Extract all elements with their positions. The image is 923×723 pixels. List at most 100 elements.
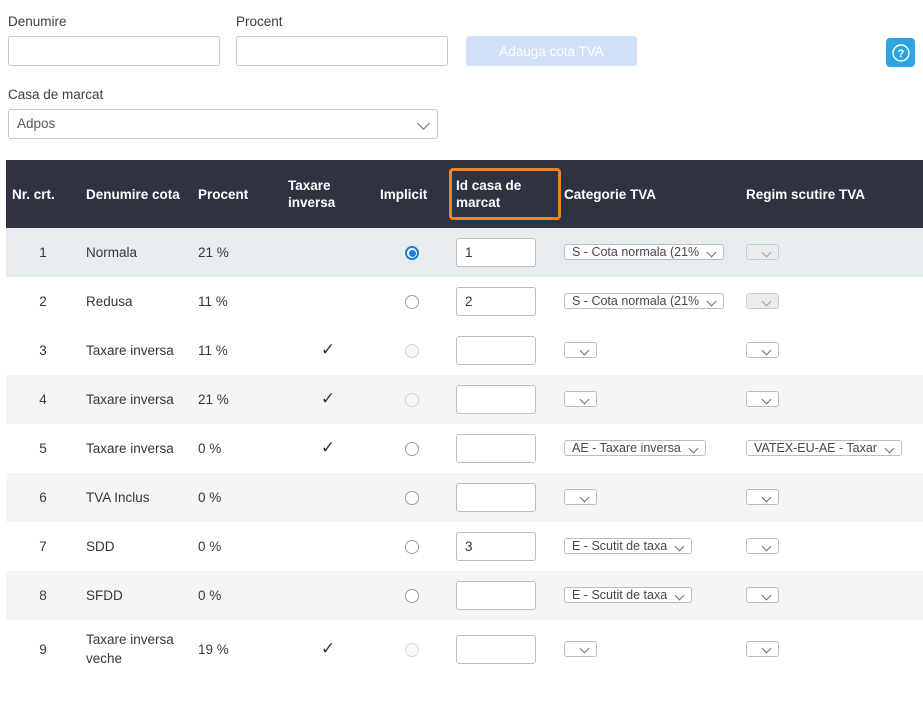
categorie-tva-select-value: [564, 640, 597, 657]
checkmark-icon: ✓: [320, 389, 336, 408]
header-id-casa-de-marcat: Id casa de marcat: [449, 160, 561, 228]
header-denumire-cota: Denumire cota: [80, 160, 192, 228]
cell-id-casa-de-marcat: [450, 571, 558, 620]
cell-nr-crt: 2: [6, 277, 80, 326]
denumire-input[interactable]: [8, 36, 220, 66]
implicit-radio[interactable]: [405, 442, 419, 457]
cell-procent: 21 %: [192, 375, 282, 424]
implicit-radio[interactable]: [405, 589, 419, 604]
cell-procent: 11 %: [192, 326, 282, 375]
add-tva-rate-button[interactable]: Adauga cota TVA: [466, 36, 637, 66]
implicit-radio[interactable]: [405, 246, 419, 261]
regim-scutire-tva-select[interactable]: [746, 582, 779, 609]
cell-taxare-inversa: [282, 473, 374, 522]
implicit-radio[interactable]: [405, 491, 419, 506]
cell-id-casa-de-marcat: [450, 473, 558, 522]
cell-denumire-cota: SDD: [80, 522, 192, 571]
procent-field-group: Procent: [236, 14, 448, 66]
casa-de-marcat-group: Casa de marcat Adpos: [0, 87, 438, 139]
categorie-tva-select[interactable]: S - Cota normala (21%: [564, 288, 725, 315]
cell-denumire-cota: Taxare inversa: [80, 424, 192, 473]
cell-taxare-inversa: ✓: [282, 375, 374, 424]
cell-nr-crt: 7: [6, 522, 80, 571]
header-implicit: Implicit: [374, 160, 450, 228]
cell-taxare-inversa: [282, 277, 374, 326]
cell-procent: 0 %: [192, 571, 282, 620]
id-casa-de-marcat-input[interactable]: [456, 483, 536, 512]
regim-scutire-tva-select[interactable]: [746, 636, 779, 663]
categorie-tva-select[interactable]: S - Cota normala (21%: [564, 239, 725, 266]
categorie-tva-select-value: E - Scutit de taxa: [564, 538, 693, 554]
id-casa-de-marcat-input[interactable]: [456, 238, 536, 267]
regim-scutire-tva-select[interactable]: [746, 533, 779, 560]
categorie-tva-select[interactable]: [564, 636, 597, 663]
id-casa-de-marcat-input[interactable]: [456, 336, 536, 365]
cell-regim-scutire-tva: [740, 473, 923, 522]
cell-categorie-tva: [558, 375, 740, 424]
id-casa-de-marcat-input[interactable]: [456, 581, 536, 610]
header-categorie-tva: Categorie TVA: [558, 160, 740, 228]
regim-scutire-tva-select[interactable]: [746, 484, 779, 511]
regim-scutire-tva-select-value: [746, 342, 779, 358]
help-icon: ?: [891, 43, 910, 62]
cell-id-casa-de-marcat: [450, 424, 558, 473]
categorie-tva-select[interactable]: [564, 386, 597, 413]
cell-regim-scutire-tva: [740, 522, 923, 571]
cell-implicit: [374, 375, 450, 424]
id-casa-de-marcat-input[interactable]: [456, 434, 536, 463]
categorie-tva-select[interactable]: E - Scutit de taxa: [564, 582, 693, 609]
categorie-tva-select[interactable]: AE - Taxare inversa: [564, 435, 706, 462]
id-casa-de-marcat-input[interactable]: [456, 385, 536, 414]
implicit-radio[interactable]: [405, 295, 419, 310]
cell-taxare-inversa: ✓: [282, 326, 374, 375]
implicit-radio[interactable]: [405, 540, 419, 555]
procent-input[interactable]: [236, 36, 448, 66]
cell-id-casa-de-marcat: [450, 620, 558, 678]
cell-categorie-tva: S - Cota normala (21%: [558, 277, 740, 326]
categorie-tva-select-value: S - Cota normala (21%: [564, 293, 725, 309]
cell-implicit: [374, 522, 450, 571]
checkmark-icon: ✓: [320, 438, 336, 457]
header-regim-scutire-tva: Regim scutire TVA: [740, 160, 923, 228]
cell-denumire-cota: Taxare inversa veche: [80, 620, 192, 678]
categorie-tva-select[interactable]: [564, 337, 597, 364]
regim-scutire-tva-select-value: [746, 244, 779, 260]
svg-text:?: ?: [897, 48, 904, 60]
procent-label: Procent: [236, 14, 283, 29]
tva-rates-table: Nr. crt. Denumire cota Procent Taxare in…: [6, 160, 923, 678]
cell-id-casa-de-marcat: [450, 277, 558, 326]
regim-scutire-tva-select[interactable]: VATEX-EU-AE - Taxar: [746, 435, 902, 462]
tva-form: Denumire Procent Adauga cota TVA Casa de…: [0, 0, 923, 139]
cell-taxare-inversa: [282, 228, 374, 277]
id-casa-de-marcat-input[interactable]: [456, 634, 536, 664]
cell-denumire-cota: Taxare inversa: [80, 375, 192, 424]
regim-scutire-tva-select[interactable]: [746, 337, 779, 364]
id-casa-de-marcat-input[interactable]: [456, 287, 536, 316]
cell-procent: 0 %: [192, 522, 282, 571]
regim-scutire-tva-select: [746, 239, 779, 266]
regim-scutire-tva-select-value: VATEX-EU-AE - Taxar: [746, 440, 902, 456]
categorie-tva-select[interactable]: E - Scutit de taxa: [564, 533, 693, 560]
help-button[interactable]: ?: [886, 38, 915, 67]
cell-regim-scutire-tva: [740, 620, 923, 678]
cell-id-casa-de-marcat: [450, 326, 558, 375]
regim-scutire-tva-select-value: [746, 293, 779, 309]
cell-procent: 0 %: [192, 473, 282, 522]
regim-scutire-tva-select[interactable]: [746, 386, 779, 413]
casa-de-marcat-select[interactable]: Adpos: [8, 109, 438, 139]
cell-nr-crt: 5: [6, 424, 80, 473]
cell-procent: 11 %: [192, 277, 282, 326]
cell-categorie-tva: [558, 326, 740, 375]
form-top-row: Denumire Procent Adauga cota TVA: [0, 14, 923, 66]
categorie-tva-select[interactable]: [564, 484, 597, 511]
cell-implicit: [374, 228, 450, 277]
cell-nr-crt: 8: [6, 571, 80, 620]
id-casa-de-marcat-input[interactable]: [456, 532, 536, 561]
cell-regim-scutire-tva: [740, 571, 923, 620]
cell-procent: 0 %: [192, 424, 282, 473]
cell-denumire-cota: TVA Inclus: [80, 473, 192, 522]
